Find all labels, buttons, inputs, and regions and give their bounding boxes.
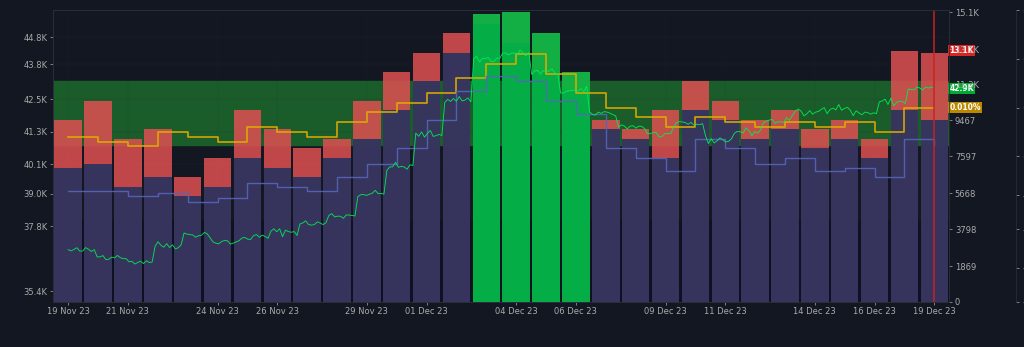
Bar	[532, 33, 560, 302]
Bar	[771, 129, 799, 302]
Bar	[442, 33, 470, 302]
Bar	[651, 110, 679, 302]
Bar	[442, 53, 470, 302]
Bar	[54, 168, 82, 302]
Bar	[651, 158, 679, 302]
Bar	[233, 158, 261, 302]
Bar	[353, 101, 381, 302]
Bar	[53, 221, 949, 302]
Bar	[861, 158, 889, 302]
Bar	[503, 43, 530, 302]
Bar	[293, 177, 321, 302]
Bar	[741, 120, 769, 302]
Bar	[592, 120, 620, 302]
Bar	[144, 177, 171, 302]
Bar	[84, 101, 112, 302]
Bar	[801, 129, 828, 302]
Bar	[174, 196, 202, 302]
Bar	[114, 139, 141, 302]
Bar	[503, 12, 530, 302]
Text: 13.1K: 13.1K	[949, 46, 974, 55]
Bar	[712, 120, 739, 302]
Bar	[353, 139, 381, 302]
Bar	[144, 129, 171, 302]
Bar	[413, 53, 440, 302]
Bar	[54, 120, 82, 302]
Bar	[263, 129, 291, 302]
Bar	[891, 110, 919, 302]
Bar	[383, 72, 411, 302]
Bar	[861, 139, 889, 302]
Bar	[532, 33, 560, 302]
Bar	[503, 12, 530, 302]
Bar	[592, 129, 620, 302]
Bar	[831, 120, 858, 302]
Bar	[741, 139, 769, 302]
Bar	[293, 149, 321, 302]
Bar	[622, 129, 649, 302]
Bar	[53, 81, 949, 145]
Bar	[712, 101, 739, 302]
Bar	[532, 72, 560, 302]
Bar	[413, 81, 440, 302]
Bar	[682, 81, 709, 302]
Bar	[682, 110, 709, 302]
Bar	[204, 187, 231, 302]
Bar	[204, 158, 231, 302]
Bar	[831, 139, 858, 302]
Bar	[174, 177, 202, 302]
Bar	[472, 14, 500, 302]
Bar	[324, 139, 350, 302]
Bar	[324, 158, 350, 302]
Bar	[562, 72, 590, 302]
Bar	[84, 164, 112, 302]
Bar	[472, 24, 500, 302]
Text: 42.9K: 42.9K	[949, 84, 974, 93]
Bar	[622, 139, 649, 302]
Bar	[562, 72, 590, 302]
Bar	[921, 120, 948, 302]
Bar	[263, 168, 291, 302]
Bar	[562, 91, 590, 302]
Bar	[801, 149, 828, 302]
Bar	[233, 110, 261, 302]
Bar	[114, 187, 141, 302]
Bar	[921, 53, 948, 302]
Bar	[891, 51, 919, 302]
Text: 0.010%: 0.010%	[949, 103, 981, 112]
Bar	[383, 110, 411, 302]
Bar	[771, 110, 799, 302]
Bar	[472, 14, 500, 302]
